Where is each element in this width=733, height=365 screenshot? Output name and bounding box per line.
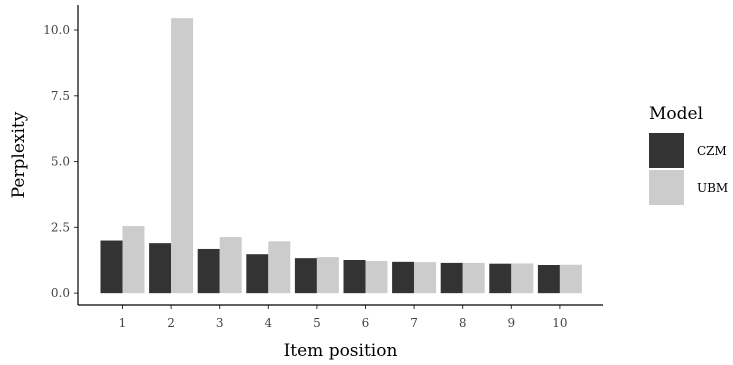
- x-tick-label: 4: [264, 316, 272, 330]
- y-tick-label: 2.5: [51, 220, 70, 234]
- x-tick-label: 10: [552, 316, 567, 330]
- y-tick-label: 10.0: [43, 23, 70, 37]
- bar-ubm-9: [511, 263, 534, 294]
- legend-swatch-ubm: [649, 170, 684, 205]
- bar-ubm-3: [219, 237, 242, 294]
- legend-title: Model: [649, 104, 703, 124]
- bar-czm-6: [343, 260, 366, 294]
- bar-czm-7: [392, 261, 415, 294]
- y-axis-title: Perplexity: [9, 111, 29, 198]
- x-tick-label: 9: [507, 316, 515, 330]
- bar-czm-1: [100, 240, 123, 294]
- bar-ubm-1: [122, 226, 145, 294]
- bar-czm-3: [197, 248, 220, 294]
- bar-ubm-10: [559, 264, 582, 294]
- legend-label-ubm: UBM: [697, 181, 728, 195]
- bar-ubm-2: [171, 18, 194, 294]
- bar-czm-10: [537, 265, 560, 294]
- bar-ubm-5: [316, 257, 339, 294]
- x-axis-ticks: 1 2 3 4 5 6 7 8 9 10: [119, 305, 568, 330]
- bar-ubm-4: [268, 241, 291, 294]
- x-tick-label: 7: [410, 316, 418, 330]
- bar-czm-8: [440, 262, 463, 294]
- legend-swatch-czm: [649, 133, 684, 168]
- bar-czm-5: [294, 258, 317, 294]
- y-axis-ticks: 0.0 2.5 5.0 7.5 10.0: [43, 23, 78, 300]
- x-tick-label: 1: [119, 316, 127, 330]
- y-tick-label: 7.5: [51, 89, 70, 103]
- x-axis-title: Item position: [284, 341, 398, 361]
- y-tick-label: 0.0: [51, 286, 70, 300]
- y-tick-label: 5.0: [51, 155, 70, 169]
- bar-ubm-8: [462, 262, 485, 294]
- bar-czm-9: [489, 263, 512, 294]
- x-tick-label: 6: [362, 316, 370, 330]
- bars-group: [100, 18, 582, 294]
- x-tick-label: 2: [167, 316, 175, 330]
- bar-czm-4: [246, 254, 269, 294]
- x-tick-label: 5: [313, 316, 321, 330]
- bar-czm-2: [149, 243, 172, 294]
- legend-label-czm: CZM: [697, 144, 727, 158]
- bar-ubm-6: [365, 261, 388, 294]
- legend: Model CZM UBM: [649, 104, 728, 205]
- bar-ubm-7: [414, 262, 437, 294]
- x-tick-label: 3: [216, 316, 224, 330]
- x-tick-label: 8: [459, 316, 467, 330]
